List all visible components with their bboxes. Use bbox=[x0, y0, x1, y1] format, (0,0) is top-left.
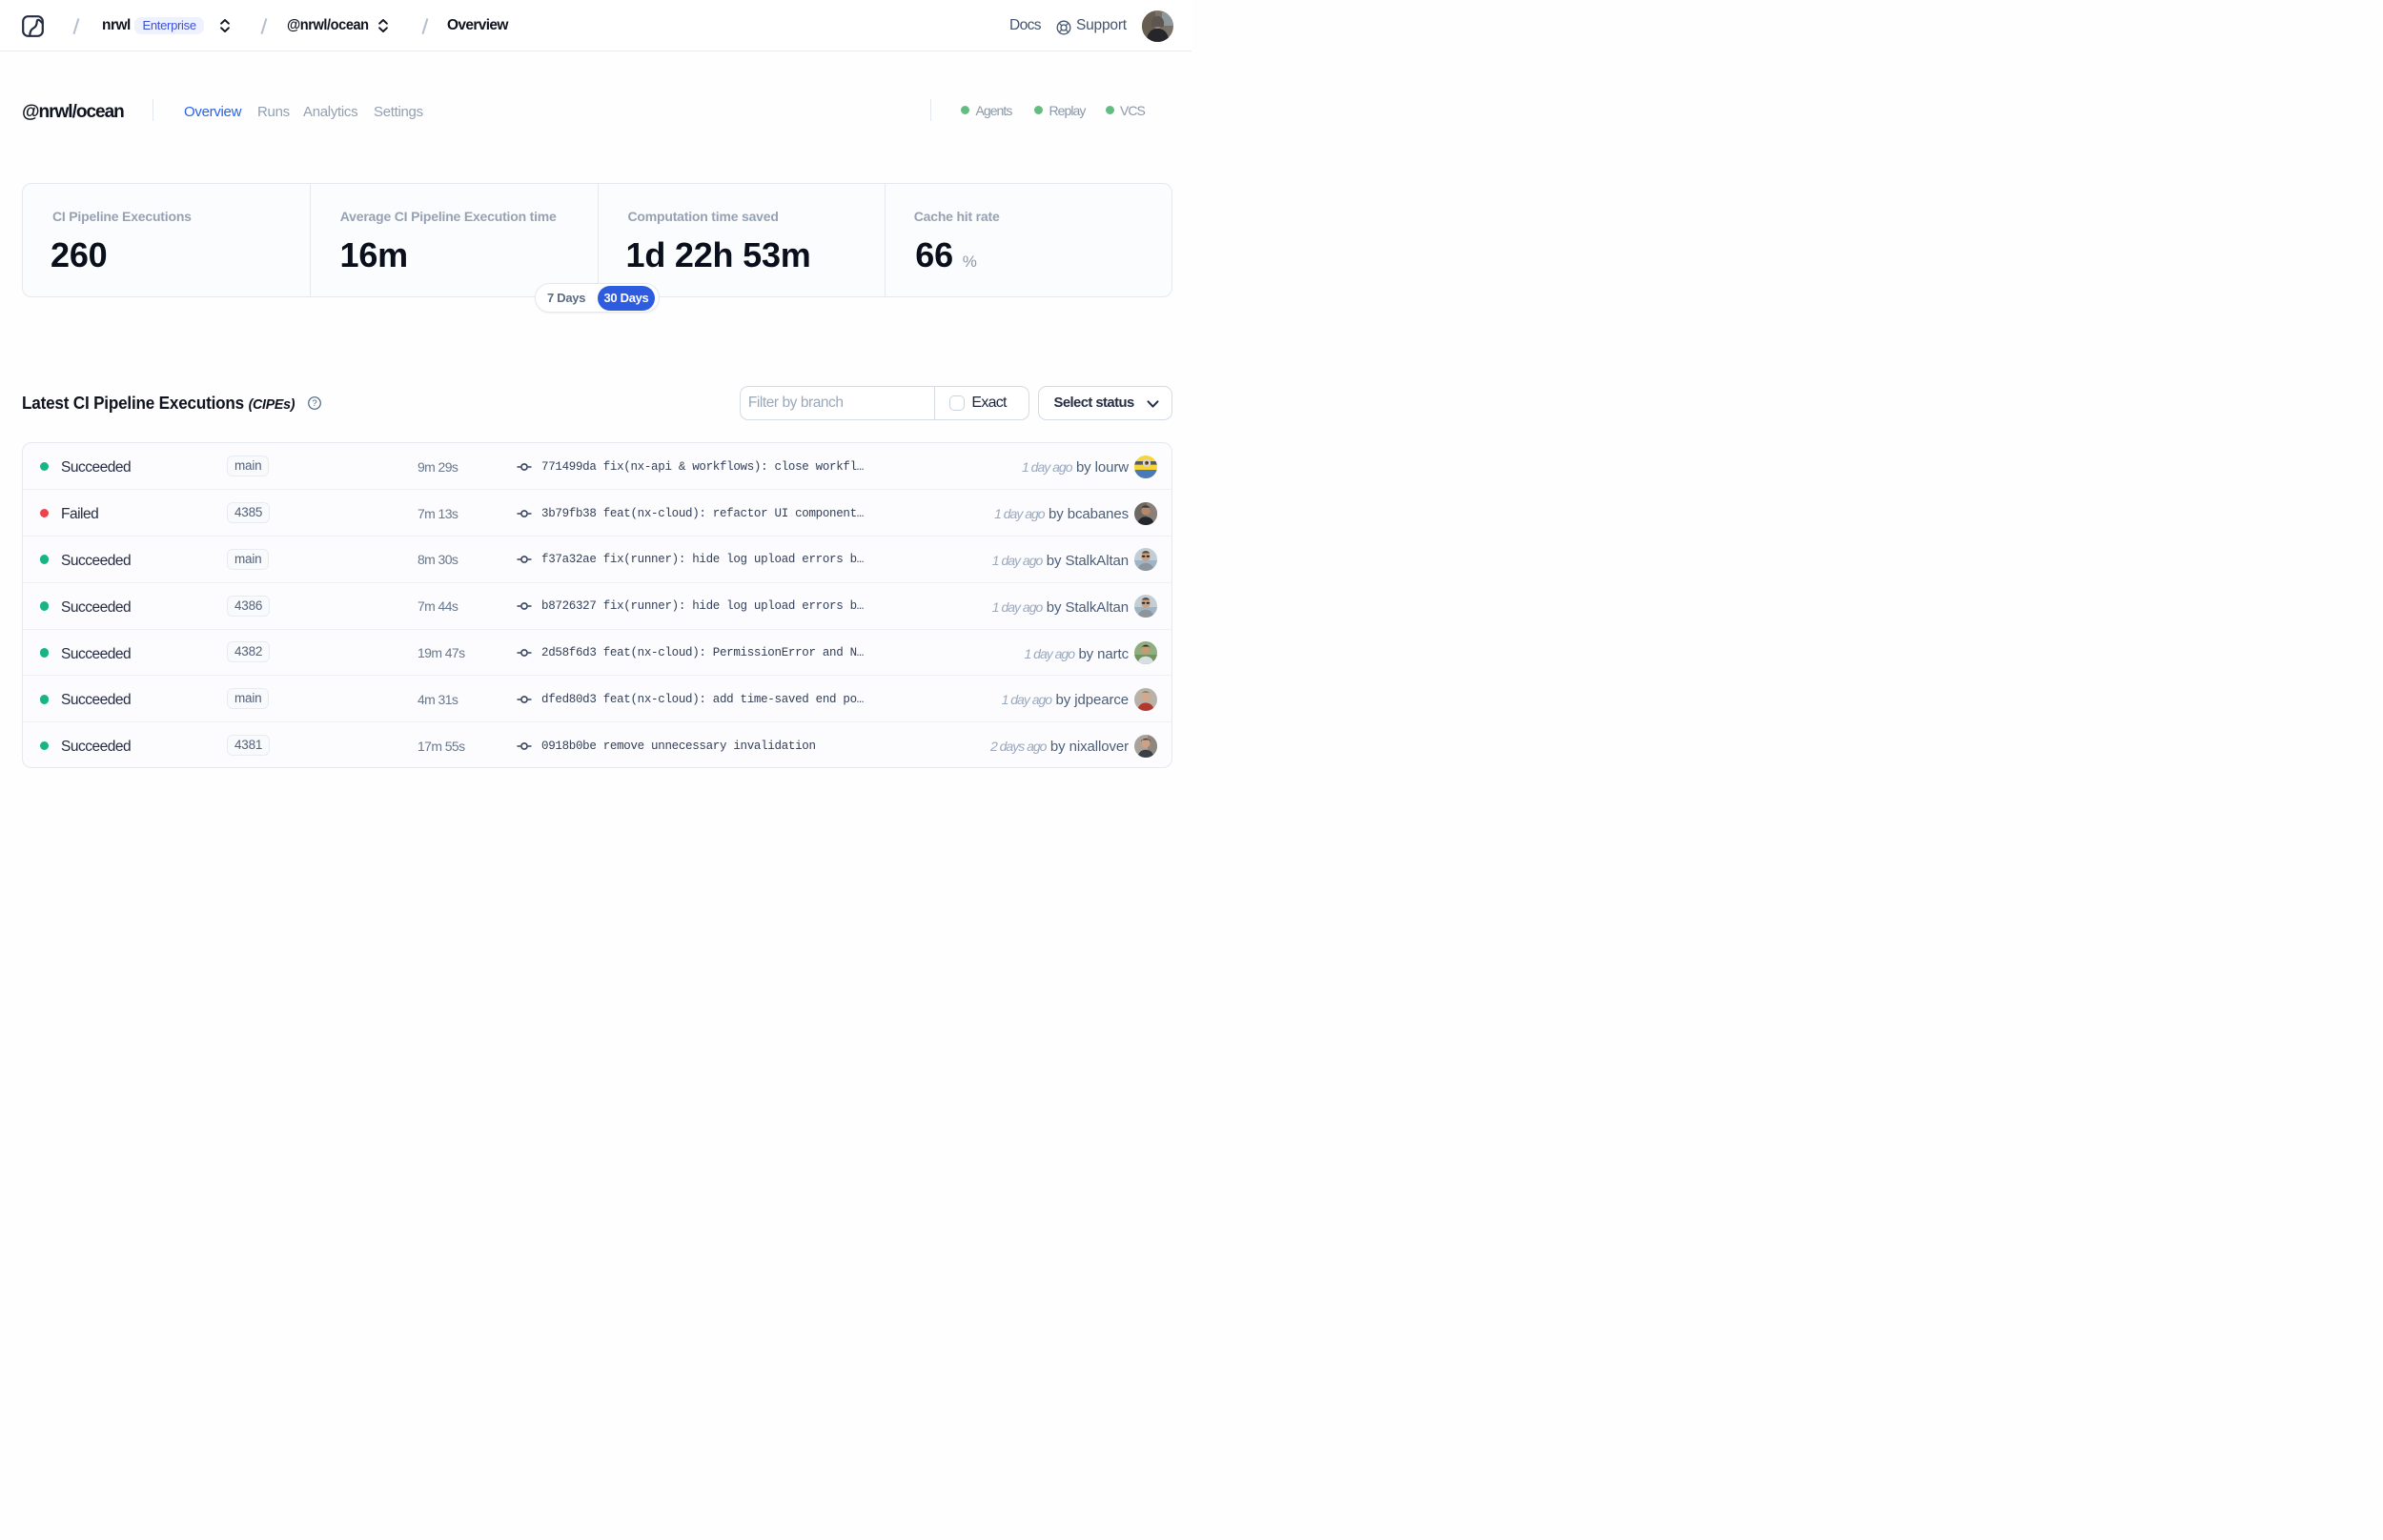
svg-text:?: ? bbox=[312, 398, 316, 409]
